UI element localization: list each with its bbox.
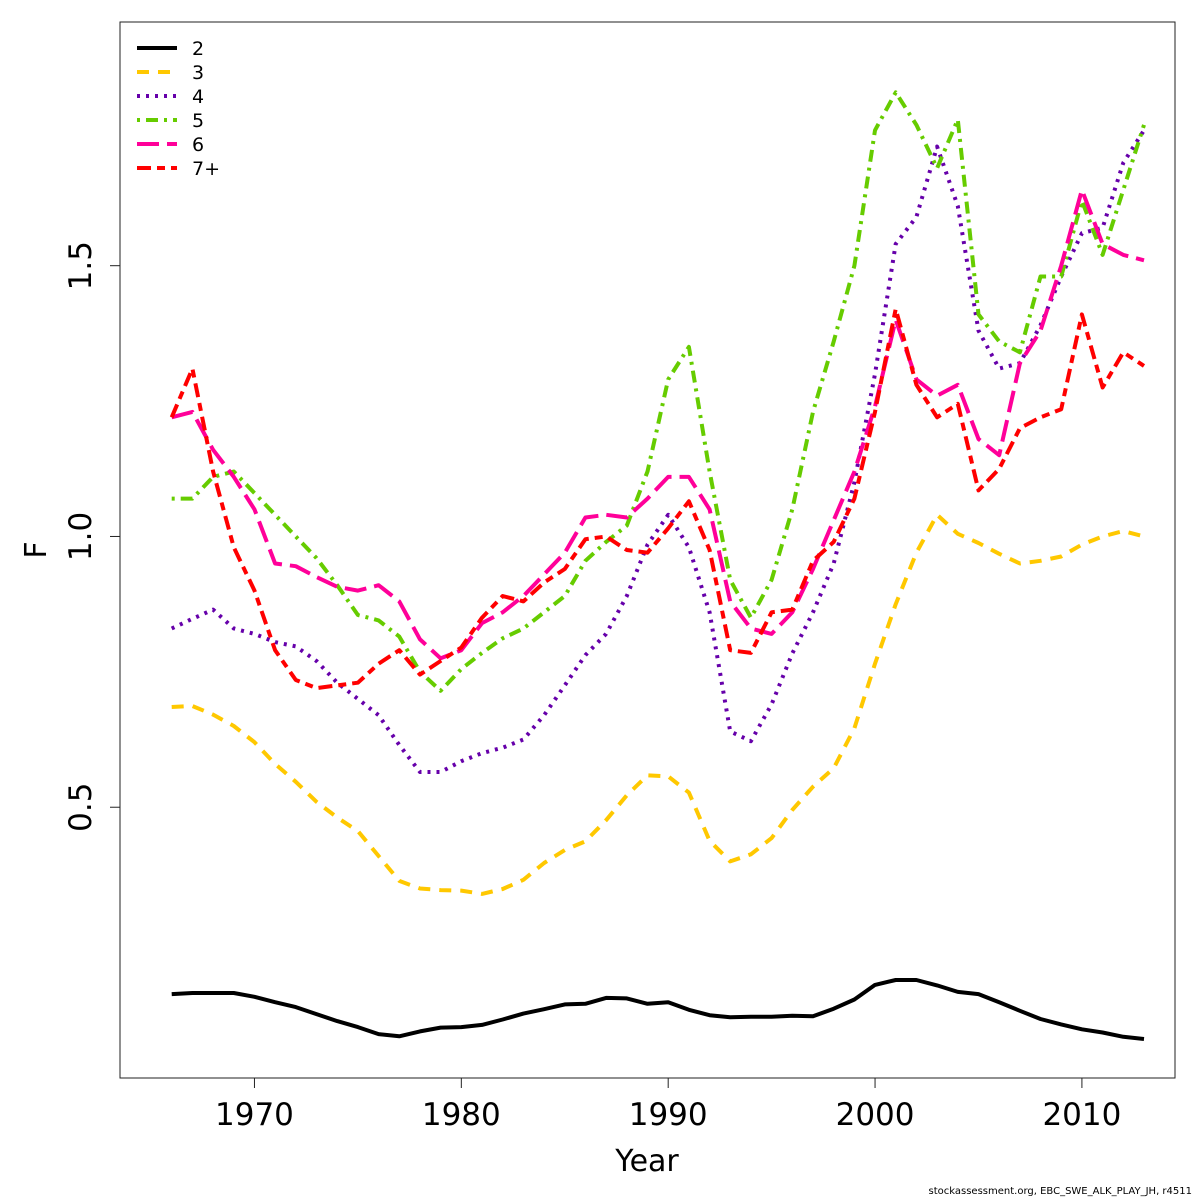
legend-label: 6	[192, 134, 204, 156]
legend-label: 4	[192, 86, 204, 108]
y-tick-label: 1.0	[63, 512, 99, 561]
series-lines	[169, 90, 1146, 1041]
legend-label: 5	[192, 110, 204, 132]
series-line-6	[171, 187, 1145, 661]
legend-label: 2	[192, 38, 204, 60]
x-axis-title: Year	[614, 1144, 679, 1179]
x-tick-label: 2010	[1042, 1097, 1121, 1133]
legend-label: 3	[192, 62, 204, 84]
plot-frame	[119, 21, 1176, 1079]
x-axis: 1970 1980 1990 2000 2010	[215, 1078, 1121, 1133]
series-line-3	[171, 512, 1145, 896]
x-tick-label: 2000	[836, 1097, 915, 1133]
legend-label: 7+	[192, 158, 220, 180]
source-credit: stockassessment.org, EBC_SWE_ALK_PLAY_JH…	[928, 1186, 1192, 1197]
series-line-4	[170, 129, 1146, 774]
y-axis: 0.5 1.0 1.5	[63, 241, 120, 832]
x-tick-label: 1990	[629, 1097, 708, 1133]
series-line-5	[171, 90, 1146, 693]
y-tick-label: 1.5	[63, 241, 99, 290]
x-tick-label: 1980	[422, 1097, 501, 1133]
y-tick-label: 0.5	[63, 783, 99, 832]
series-line-7plus	[169, 307, 1146, 691]
series-line-2	[171, 978, 1145, 1041]
y-axis-title: F	[19, 541, 54, 558]
x-tick-label: 1970	[215, 1097, 294, 1133]
